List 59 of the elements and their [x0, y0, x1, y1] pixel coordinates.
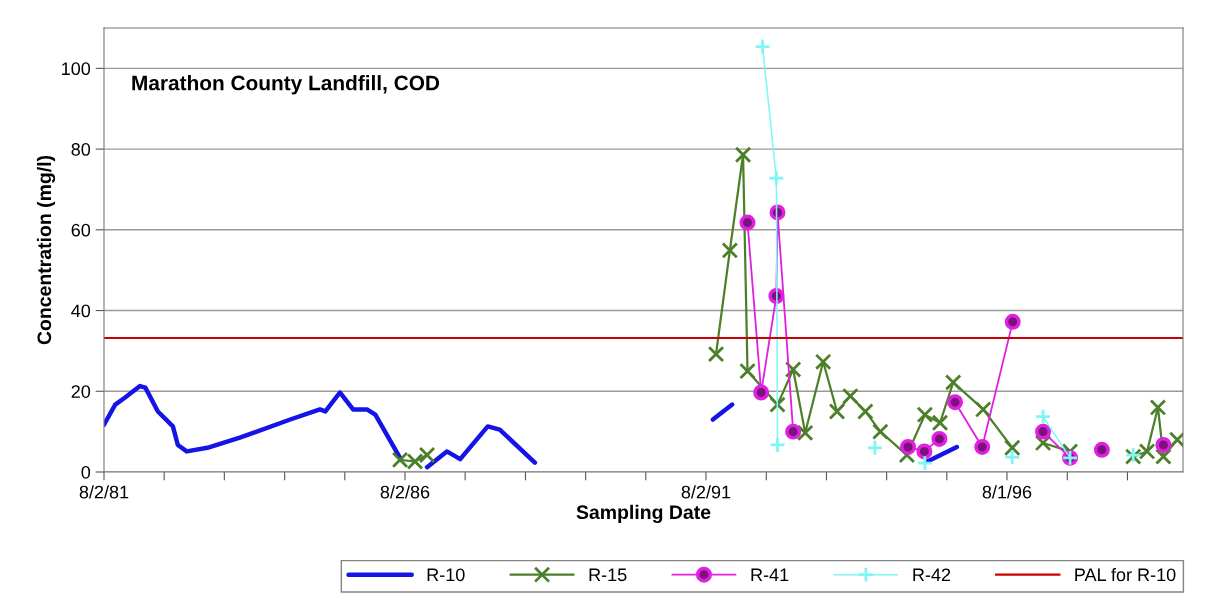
point	[739, 362, 756, 380]
y-axis-title: Concentration (mg/l)	[36, 155, 56, 345]
point	[931, 414, 949, 432]
x-tick-label: 8/1/96	[982, 485, 1032, 499]
point	[1034, 408, 1052, 426]
legend-label: R-10	[427, 568, 465, 582]
point	[1155, 436, 1172, 453]
point	[769, 204, 786, 221]
point	[796, 424, 814, 442]
point	[768, 169, 785, 187]
y-tick-label: 0	[81, 465, 91, 479]
point	[872, 423, 889, 440]
y-tick-label: 100	[62, 62, 91, 76]
y-tick-label: 80	[71, 143, 91, 156]
point	[785, 423, 802, 440]
point	[1003, 448, 1021, 466]
point	[1138, 443, 1156, 460]
point	[931, 430, 948, 447]
point	[721, 242, 739, 259]
y-tick-label: 20	[71, 385, 91, 398]
legend-label: R-15	[589, 568, 627, 582]
text: Marathon County Landfill, COD	[132, 75, 440, 95]
point	[754, 38, 771, 55]
x-tick-label: 8/2/91	[681, 485, 731, 499]
point	[769, 396, 786, 413]
point	[418, 446, 436, 464]
point	[857, 403, 874, 420]
x-tick-label: 8/2/86	[380, 485, 430, 499]
point	[1034, 434, 1052, 452]
point	[707, 345, 725, 363]
point	[916, 454, 934, 472]
point	[1093, 441, 1110, 458]
point	[734, 146, 752, 164]
point	[900, 438, 917, 455]
point	[1035, 423, 1052, 440]
point	[916, 443, 933, 460]
legend-label: PAL for R-10	[1075, 567, 1176, 582]
point	[769, 436, 786, 454]
point	[944, 374, 962, 391]
y-tick-label: 60	[71, 223, 91, 237]
x-tick-label: 8/2/81	[79, 485, 129, 499]
point	[753, 384, 770, 401]
legend-label: R-41	[751, 568, 789, 581]
y-tick-label: 40	[71, 304, 91, 318]
point	[974, 438, 991, 455]
point	[1003, 439, 1021, 457]
point	[828, 403, 846, 420]
point	[1149, 399, 1167, 416]
point	[947, 394, 964, 411]
point	[866, 439, 884, 457]
point	[1004, 313, 1021, 330]
point	[739, 214, 756, 231]
point	[974, 401, 992, 418]
x-axis-title: Sampling Date	[576, 504, 711, 524]
point	[916, 406, 934, 424]
legend-label: R-42	[913, 568, 951, 581]
point	[814, 353, 832, 371]
point	[842, 387, 859, 405]
point	[1155, 448, 1172, 465]
